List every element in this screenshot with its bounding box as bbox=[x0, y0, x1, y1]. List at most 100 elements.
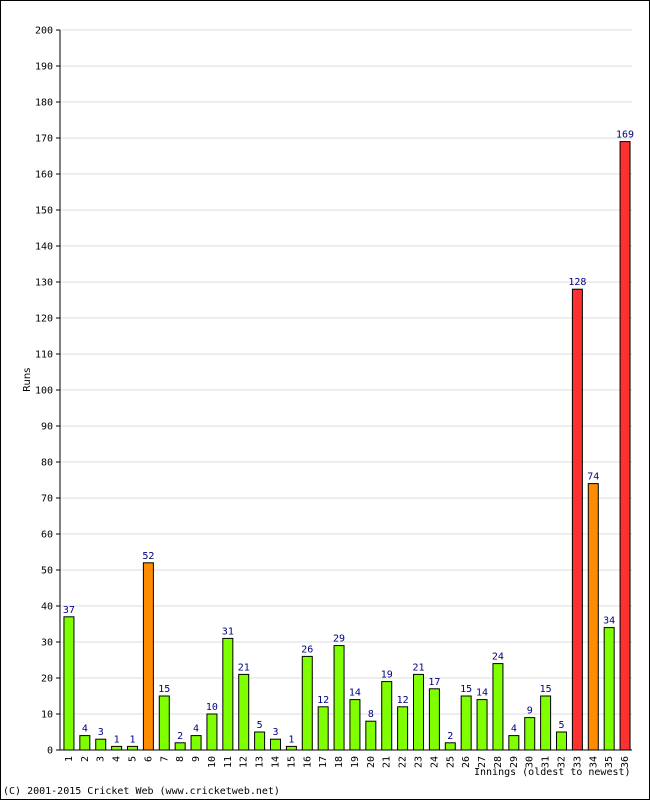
bar bbox=[285, 745, 297, 751]
bar bbox=[63, 616, 75, 751]
bars bbox=[63, 141, 631, 751]
bar bbox=[365, 720, 377, 751]
value-label: 34 bbox=[603, 616, 615, 627]
value-label: 52 bbox=[142, 551, 154, 562]
bar bbox=[587, 483, 599, 751]
x-tick-label: 13 bbox=[255, 756, 266, 768]
x-tick-label: 21 bbox=[382, 756, 393, 768]
value-label: 26 bbox=[301, 644, 313, 655]
y-tick-label: 70 bbox=[41, 494, 53, 505]
y-tick-label: 90 bbox=[41, 422, 53, 433]
x-tick-label: 1 bbox=[64, 756, 75, 762]
bar bbox=[556, 731, 567, 751]
bar bbox=[508, 735, 520, 751]
x-tick-label: 34 bbox=[588, 756, 599, 768]
value-label: 14 bbox=[349, 688, 361, 699]
x-tick-label: 36 bbox=[620, 756, 631, 768]
x-tick-label: 17 bbox=[318, 756, 329, 768]
x-tick-label: 30 bbox=[525, 756, 536, 768]
bar bbox=[619, 141, 631, 751]
value-label: 12 bbox=[397, 695, 409, 706]
value-label: 4 bbox=[193, 724, 199, 735]
bar bbox=[158, 695, 170, 751]
bar bbox=[127, 745, 138, 751]
bar bbox=[603, 627, 615, 751]
x-tick-label: 8 bbox=[175, 756, 186, 762]
value-label: 21 bbox=[412, 662, 424, 673]
bar bbox=[460, 695, 472, 751]
value-label: 2 bbox=[447, 731, 453, 742]
bar bbox=[333, 645, 345, 751]
value-label: 15 bbox=[158, 684, 170, 695]
y-tick-label: 100 bbox=[35, 386, 53, 397]
value-label: 8 bbox=[368, 709, 374, 720]
y-tick-label: 110 bbox=[35, 350, 53, 361]
value-label: 4 bbox=[511, 724, 517, 735]
value-label: 14 bbox=[476, 688, 488, 699]
bar bbox=[492, 663, 504, 751]
bar bbox=[79, 735, 91, 751]
value-label: 24 bbox=[492, 652, 504, 663]
value-label: 10 bbox=[206, 702, 218, 713]
value-label: 31 bbox=[222, 626, 234, 637]
x-tick-label: 18 bbox=[334, 756, 345, 768]
x-tick-label: 24 bbox=[429, 756, 440, 768]
value-label: 1 bbox=[129, 734, 135, 745]
x-tick-label: 33 bbox=[572, 756, 583, 768]
value-label: 19 bbox=[381, 670, 393, 681]
bar bbox=[540, 695, 552, 751]
grid-lines bbox=[60, 29, 632, 715]
bar bbox=[206, 713, 218, 751]
y-tick-label: 0 bbox=[47, 746, 53, 757]
bar bbox=[349, 699, 361, 751]
value-labels: 374 31 15215241031215312612291481912211721… bbox=[63, 130, 634, 746]
bar bbox=[476, 699, 488, 751]
y-tick-label: 150 bbox=[35, 206, 53, 217]
x-tick-label: 14 bbox=[271, 756, 282, 768]
bar bbox=[95, 738, 107, 751]
value-label: 15 bbox=[460, 684, 472, 695]
bar bbox=[270, 738, 281, 751]
x-tick-label: 23 bbox=[414, 756, 425, 768]
value-label: 15 bbox=[540, 684, 552, 695]
x-tick-label: 16 bbox=[302, 756, 313, 768]
x-tick-label: 9 bbox=[191, 756, 202, 762]
y-tick-label: 130 bbox=[35, 278, 53, 289]
value-label: 4 bbox=[82, 724, 88, 735]
value-label: 12 bbox=[317, 695, 329, 706]
bar bbox=[238, 673, 250, 751]
bar bbox=[413, 673, 424, 751]
y-axis-ticks: 0 10 20 30 40 50 60 70 80 90 100 110 120 130 140 150 160… bbox=[35, 26, 60, 757]
value-label: 1 bbox=[114, 734, 120, 745]
value-label: 74 bbox=[587, 472, 599, 483]
value-label: 21 bbox=[238, 662, 250, 673]
bar bbox=[222, 637, 234, 751]
x-tick-label: 7 bbox=[159, 756, 170, 762]
x-tick-label: 11 bbox=[223, 756, 234, 768]
x-tick-label: 35 bbox=[604, 756, 615, 768]
bar bbox=[301, 655, 313, 751]
value-label: 37 bbox=[63, 605, 75, 616]
value-label: 5 bbox=[257, 720, 263, 731]
x-tick-label: 2 bbox=[80, 756, 91, 762]
copyright-text: (C) 2001-2015 Cricket Web (www.cricketwe… bbox=[3, 786, 280, 797]
x-axis-label: Innings (oldest to newest) bbox=[474, 767, 631, 778]
bar bbox=[397, 706, 409, 751]
value-label: 17 bbox=[428, 677, 440, 688]
y-tick-label: 80 bbox=[41, 458, 53, 469]
x-tick-label: 22 bbox=[398, 756, 409, 768]
x-tick-label: 32 bbox=[557, 756, 568, 768]
bar bbox=[524, 717, 536, 751]
bar bbox=[317, 706, 329, 751]
x-tick-label: 26 bbox=[461, 756, 472, 768]
x-tick-label: 6 bbox=[143, 756, 154, 762]
x-axis-ticks: 1 2 3 4 5 6 7 8 9 10 11 12 13 14 15 16 17 18 19 20 21 22 23 24 2… bbox=[64, 756, 631, 768]
value-label: 9 bbox=[527, 706, 533, 717]
y-tick-label: 200 bbox=[35, 26, 53, 37]
value-label: 169 bbox=[616, 130, 634, 141]
y-tick-label: 140 bbox=[35, 242, 53, 253]
x-tick-label: 31 bbox=[541, 756, 552, 768]
value-label: 3 bbox=[272, 727, 278, 738]
